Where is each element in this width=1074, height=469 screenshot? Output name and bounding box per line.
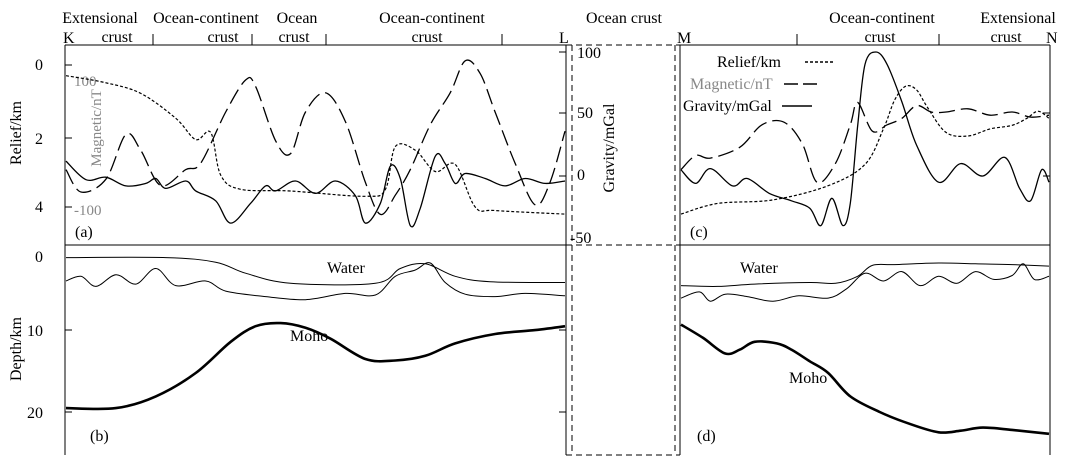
panel-d: Water Moho (d): [680, 260, 1050, 445]
a-gravity-line: [65, 152, 566, 228]
header-ocean-crust-left-b: crust: [278, 29, 310, 46]
section-headers: Extensional crust Ocean-continent crust …: [62, 10, 1058, 47]
gravity-tick-100: 100: [577, 45, 601, 62]
c-magnetic-line: [680, 101, 1050, 184]
panel-label-c: (c): [690, 224, 708, 241]
relief-tick-0: 0: [35, 57, 43, 74]
gravity-axis-title: Gravity/mGal: [601, 103, 618, 192]
depth-ticks: 0 10 20: [27, 249, 43, 422]
relief-tick-2: 2: [35, 131, 43, 148]
legend-relief-label: Relief/km: [717, 54, 782, 71]
header-extensional-crust-right-b: crust: [990, 29, 1022, 46]
point-m: M: [677, 30, 691, 47]
panel-label-a: (a): [75, 224, 93, 241]
d-moho-line: [680, 323, 1050, 436]
b-seafloor-lower-line: [65, 262, 566, 301]
header-extensional-crust-right-a: Extensional: [980, 10, 1056, 27]
header-ocean-continent-2-b: crust: [411, 29, 443, 46]
depth-tick-20: 20: [27, 405, 43, 422]
b-moho-label: Moho: [290, 328, 328, 345]
magnetic-tick-100: 100: [74, 74, 97, 90]
panel-a: (a): [65, 59, 566, 241]
gravity-ticks: 100 50 0 -50: [570, 45, 601, 247]
header-ocean-crust-left-a: Ocean: [277, 10, 318, 27]
middle-dashed-box: [566, 44, 680, 456]
header-ocean-continent-1-a: Ocean-continent: [153, 10, 259, 27]
header-extensional-crust-left-1: Extensional: [62, 10, 138, 27]
c-gravity-line: [680, 51, 1050, 227]
header-ocean-continent-right-b: crust: [864, 29, 896, 46]
panel-label-d: (d): [697, 428, 716, 445]
gravity-tick-0: 0: [577, 167, 585, 184]
depth-tick-0: 0: [35, 249, 43, 266]
b-seafloor-upper-line: [65, 256, 566, 286]
magnetic-ticks: 100 -100: [74, 74, 102, 219]
header-ocean-continent-2-a: Ocean-continent: [379, 10, 485, 27]
point-n: N: [1046, 30, 1058, 47]
gravity-tick-50: 50: [577, 105, 593, 122]
point-l: L: [559, 30, 569, 47]
a-magnetic-line: [65, 59, 566, 216]
magnetic-axis-title: Magnetic/nT: [89, 89, 105, 166]
d-seafloor-upper-line: [680, 262, 1050, 287]
c-relief-line: [680, 84, 1050, 215]
b-water-label: Water: [327, 260, 365, 277]
axis-ticks: [65, 51, 1050, 413]
header-ocean-crust-middle: Ocean crust: [586, 10, 663, 27]
panel-b: Water Moho (b): [65, 256, 566, 445]
legend-gravity-label: Gravity/mGal: [683, 98, 772, 115]
panel-c: (c): [680, 51, 1050, 241]
b-moho-line: [65, 321, 566, 411]
header-ocean-continent-right-a: Ocean-continent: [829, 10, 935, 27]
d-seafloor-lower-line: [680, 263, 1050, 302]
a-relief-line: [65, 75, 566, 215]
magnetic-tick-minus100: -100: [74, 203, 102, 219]
d-water-label: Water: [740, 260, 778, 277]
legend-magnetic-label: Magnetic/nT: [690, 76, 773, 93]
depth-tick-10: 10: [27, 323, 43, 340]
depth-axis-title: Depth/km: [8, 316, 25, 381]
frames: [64, 34, 1051, 456]
relief-ticks: 0 2 4: [35, 57, 43, 216]
legend: Relief/km Magnetic/nT Gravity/mGal: [683, 54, 835, 115]
panel-label-b: (b): [90, 428, 109, 445]
relief-axis-title: Relief/km: [8, 100, 25, 165]
header-extensional-crust-left-2: crust: [101, 29, 133, 46]
relief-tick-4: 4: [35, 199, 43, 216]
header-ocean-continent-1-b: crust: [207, 29, 239, 46]
gravity-tick-minus50: -50: [570, 230, 591, 247]
point-k: K: [63, 30, 75, 47]
d-moho-label: Moho: [789, 370, 827, 387]
